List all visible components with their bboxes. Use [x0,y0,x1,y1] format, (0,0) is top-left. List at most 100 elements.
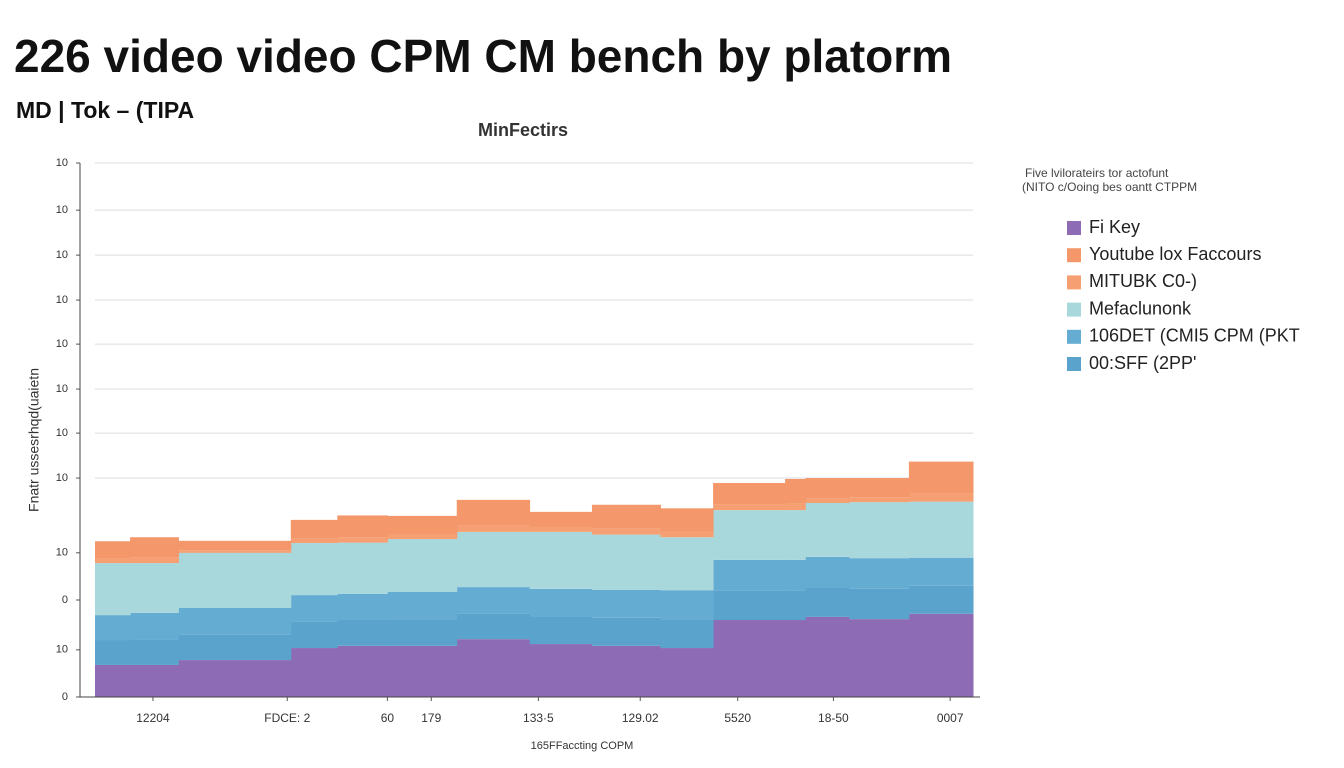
x-tick-label: 5520 [724,711,751,725]
area-segment [290,595,338,622]
area-segment [130,612,179,640]
area-segment [849,497,910,503]
legend-label: MITUBK C0-) [1089,271,1197,291]
area-segment [387,534,458,540]
area-segment [130,664,179,697]
area-segment [290,648,338,697]
area-segment [713,510,786,560]
area-segment [660,537,714,591]
x-tick-label: 12204 [136,711,170,725]
area-segment [908,585,974,614]
area-segment [805,556,850,588]
chart-title: 226 video video CPM CM bench by platorm [14,30,952,82]
area-segment [529,527,593,532]
area-segment [713,590,786,621]
area-segment [387,619,458,646]
legend-label: Mefaclunonk [1089,298,1192,318]
area-segment [95,664,131,697]
area-segment [290,519,338,539]
y-tick-label: 10 [56,294,68,306]
area-segment [456,587,531,614]
legend-label: 00:SFF (2PP' [1089,353,1196,373]
legend-swatch [1067,221,1081,235]
area-segment [785,590,806,621]
area-segment [908,493,974,502]
area-segment [849,588,910,620]
area-segment [591,534,661,590]
y-tick-label: 0 [62,594,68,606]
y-tick-label: 10 [56,472,68,484]
area-segment [660,508,714,532]
area-segment [591,589,661,618]
area-segment [130,537,179,558]
area-segment [908,613,974,697]
area-segment [387,539,458,592]
y-tick-label: 10 [56,157,68,169]
area-segment [456,613,531,640]
y-tick-label: 10 [56,547,68,559]
area-segment [95,563,131,616]
x-tick-label: 133·5 [523,711,554,725]
area-segment [805,587,850,617]
area-segment [290,538,338,544]
legend-swatch [1067,357,1081,371]
area-segment [660,648,714,697]
area-segment [456,525,531,532]
y-tick-label: 10 [56,383,68,395]
x-tick-label: 179 [421,711,441,725]
area-segment [290,621,338,649]
area-segment [849,619,910,697]
y-tick-label: 10 [56,338,68,350]
legend-swatch [1067,302,1081,317]
legend-label: Fi Key [1089,217,1140,237]
area-segment [95,615,131,641]
area-segment [130,563,179,613]
area-segment [713,482,786,505]
area-segment [591,645,661,697]
area-segment [456,639,531,697]
area-segment [805,502,850,557]
area-segment [785,503,806,511]
area-segment [337,593,388,621]
chart-subtitle: MD | Tok – (TIPA [16,97,194,123]
area-segment [337,645,388,697]
area-segment [785,559,806,591]
area-segment [456,531,531,588]
area-segment [713,559,786,591]
y-tick-label: 10 [56,204,68,216]
area-segment [387,515,458,535]
area-segment [178,540,292,551]
area-segment [849,502,910,559]
x-tick-label: 0007 [937,711,964,725]
area-segment [908,461,974,494]
y-axis-label: Fnatr ussesrhqd(uaietn [26,368,42,512]
area-segment [908,501,974,558]
area-segment [130,639,179,665]
x-tick-label: 60 [381,711,395,725]
area-segment [95,640,131,665]
area-segment [660,590,714,620]
area-segment [660,531,714,538]
area-segment [785,478,806,504]
y-tick-label: 10 [56,427,68,439]
area-segment [529,531,593,589]
area-segment [178,608,292,635]
area-segment [290,543,338,596]
x-axis-label: 165FFaccting COPM [531,740,634,752]
legend-title: (NITO c/Ooing bes oantt CTPPM [1022,180,1197,194]
area-segment [95,541,131,559]
area-segment [713,504,786,511]
area-segment [178,634,292,661]
legend-label: Youtube lox Faccours [1089,244,1261,264]
area-segment [337,542,388,594]
x-tick-label: 129.02 [622,711,659,725]
area-segment [387,645,458,697]
area-segment [591,504,661,529]
area-segment [805,498,850,503]
legend-label: 106DET (CMI5 CPM (PKT [1089,326,1300,346]
area-segment [908,557,974,586]
y-tick-label: 10 [56,249,68,261]
area-segment [849,558,910,589]
y-tick-label: 0 [62,691,68,703]
